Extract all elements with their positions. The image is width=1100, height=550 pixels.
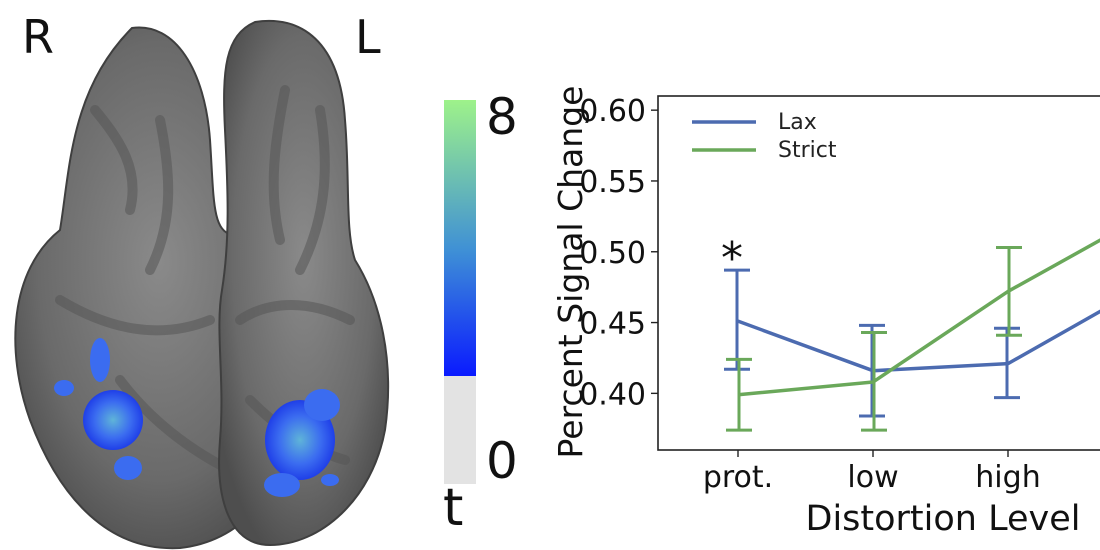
legend-label-strict: Strict	[778, 138, 837, 163]
series-lax	[724, 268, 1100, 418]
right-hemisphere-label: R	[22, 10, 54, 64]
legend-label-lax: Lax	[778, 110, 817, 135]
y-axis: 0.40 0.45 0.50 0.55 0.60	[579, 94, 658, 412]
colorbar	[444, 100, 476, 484]
left-hemisphere	[218, 19, 390, 547]
left-activation-lower	[264, 473, 300, 497]
line-chart: 0.40 0.45 0.50 0.55 0.60 prot. low high Lax St…	[551, 86, 1100, 539]
left-activation-upper	[304, 389, 340, 421]
y-tick-label: 0.55	[579, 165, 646, 200]
right-sulcus	[55, 105, 235, 475]
y-tick-label: 0.50	[579, 236, 646, 271]
plot-frame	[657, 95, 1100, 451]
right-activation-lower	[114, 456, 142, 480]
y-tick-label: 0.60	[579, 94, 646, 129]
right-activation-side	[54, 380, 74, 396]
x-tick-label: low	[847, 460, 898, 495]
colorbar-below-threshold	[444, 376, 476, 484]
significance-marker: *	[721, 233, 743, 284]
left-hemisphere-label: L	[355, 10, 381, 64]
x-tick-label: prot.	[703, 460, 773, 495]
colorbar-min-label: 0	[486, 432, 518, 490]
series-layer	[724, 238, 1100, 432]
colorbar-variable-label: t	[443, 478, 464, 538]
series-strict	[726, 238, 1100, 432]
series-line-strict	[737, 238, 1100, 397]
series-line-lax	[737, 309, 1100, 373]
x-axis: prot. low high	[703, 450, 1041, 495]
y-tick-label: 0.40	[579, 377, 646, 412]
colorbar-max-label: 8	[486, 88, 518, 146]
x-tick-label: high	[975, 460, 1040, 495]
y-tick-label: 0.45	[579, 307, 646, 342]
left-sulcus	[235, 85, 355, 465]
x-axis-title: Distortion Level	[806, 499, 1081, 539]
y-axis-title: Percent Signal Change	[551, 86, 590, 459]
left-activation-tail	[321, 474, 339, 486]
right-activation-main	[83, 390, 143, 450]
legend: Lax Strict	[692, 110, 837, 163]
right-activation-upper	[90, 338, 110, 382]
colorbar-gradient	[444, 100, 476, 376]
